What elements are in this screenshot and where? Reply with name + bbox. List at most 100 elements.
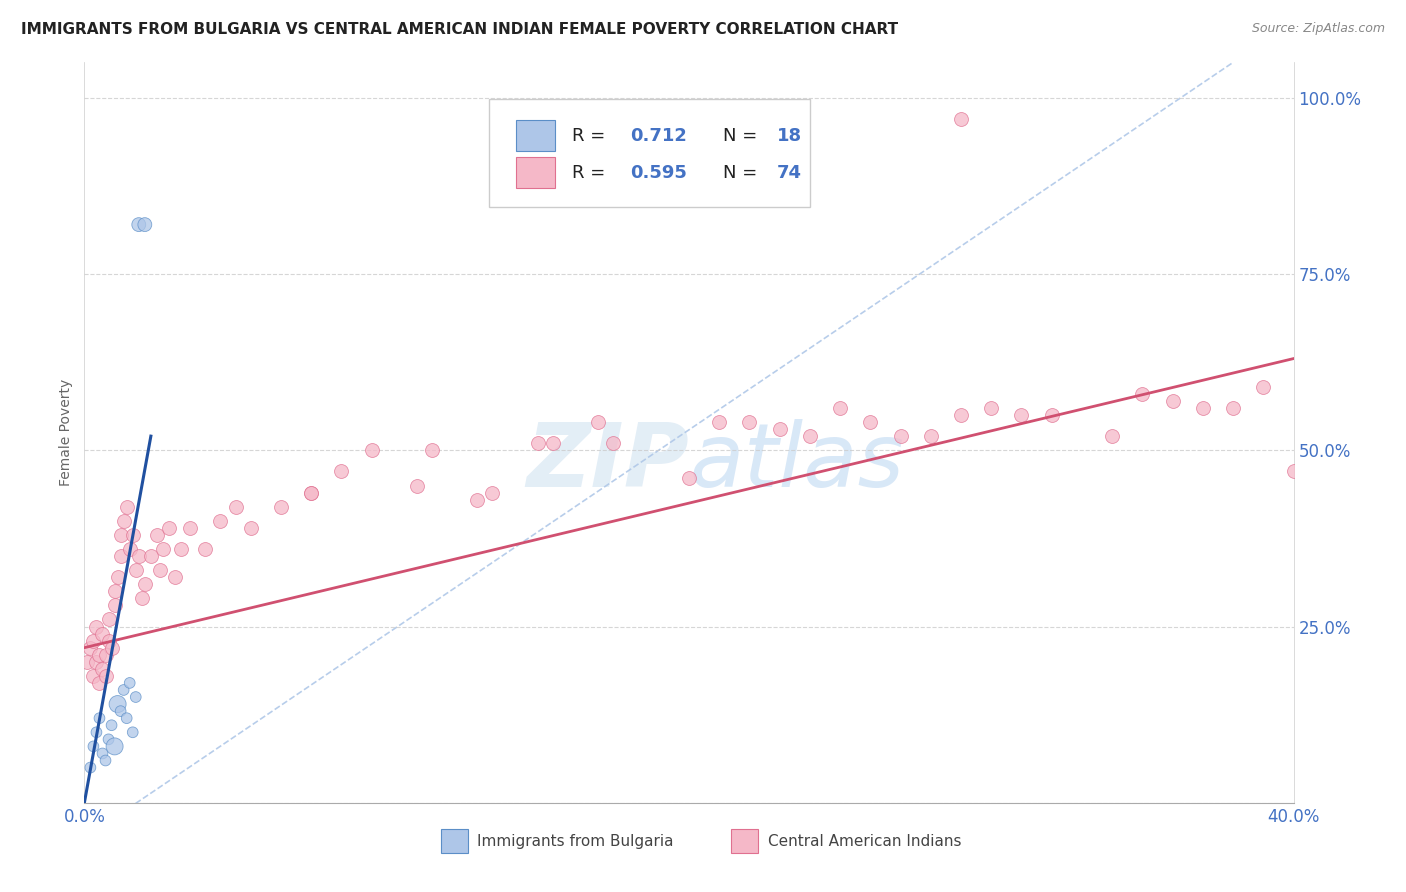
Point: [94, 669, 117, 683]
Text: N =: N =: [723, 127, 763, 145]
Point: [209, 514, 232, 528]
Point: [588, 415, 610, 429]
FancyBboxPatch shape: [489, 99, 810, 207]
Point: [134, 577, 156, 591]
Point: [94, 648, 117, 662]
Point: [830, 401, 852, 415]
Point: [330, 464, 353, 478]
Point: [110, 528, 132, 542]
Point: [602, 436, 624, 450]
Point: [118, 676, 141, 690]
Bar: [441, 830, 468, 853]
Point: [1130, 387, 1153, 401]
Point: [149, 563, 172, 577]
Point: [179, 521, 201, 535]
Point: [139, 549, 162, 563]
Point: [920, 429, 942, 443]
Text: Central American Indians: Central American Indians: [768, 834, 962, 849]
Text: 18: 18: [778, 127, 803, 145]
Text: ZIP: ZIP: [526, 418, 689, 506]
Point: [1253, 380, 1275, 394]
Point: [360, 443, 382, 458]
Point: [950, 408, 973, 422]
Point: [115, 500, 138, 514]
Point: [146, 528, 169, 542]
Point: [97, 633, 120, 648]
Point: [91, 662, 114, 676]
Point: [1161, 393, 1184, 408]
Point: [121, 528, 143, 542]
Point: [86, 725, 108, 739]
Point: [890, 429, 912, 443]
Point: [467, 492, 489, 507]
Point: [769, 422, 792, 436]
Point: [112, 514, 135, 528]
Point: [91, 747, 114, 761]
Point: [100, 640, 122, 655]
Point: [299, 485, 322, 500]
Point: [270, 500, 292, 514]
Text: N =: N =: [723, 164, 763, 182]
Point: [89, 648, 111, 662]
Bar: [516, 157, 555, 188]
Point: [112, 683, 135, 698]
Point: [110, 549, 132, 563]
Point: [194, 541, 217, 556]
Point: [420, 443, 443, 458]
Bar: [731, 830, 758, 853]
Point: [481, 485, 503, 500]
Point: [118, 541, 141, 556]
Point: [86, 619, 108, 633]
Text: Source: ZipAtlas.com: Source: ZipAtlas.com: [1251, 22, 1385, 36]
Point: [152, 541, 174, 556]
Point: [859, 415, 882, 429]
Point: [82, 669, 104, 683]
Point: [89, 711, 111, 725]
Point: [128, 549, 150, 563]
Point: [76, 655, 98, 669]
Text: 0.712: 0.712: [630, 127, 686, 145]
Point: [97, 612, 120, 626]
Point: [94, 754, 117, 768]
Point: [738, 415, 761, 429]
Point: [107, 697, 129, 711]
Point: [541, 436, 564, 450]
Point: [406, 478, 429, 492]
Text: 0.595: 0.595: [630, 164, 686, 182]
Point: [79, 640, 101, 655]
Point: [1040, 408, 1063, 422]
Point: [678, 471, 700, 485]
Point: [950, 112, 973, 126]
Point: [799, 429, 821, 443]
Text: atlas: atlas: [689, 419, 904, 505]
Point: [1192, 401, 1215, 415]
Point: [980, 401, 1002, 415]
Point: [121, 725, 143, 739]
Text: R =: R =: [572, 127, 610, 145]
Point: [239, 521, 262, 535]
Point: [157, 521, 180, 535]
Point: [1222, 401, 1244, 415]
Point: [82, 739, 104, 754]
Point: [110, 704, 132, 718]
Point: [125, 690, 148, 704]
Point: [128, 218, 150, 232]
Point: [125, 563, 148, 577]
Point: [82, 633, 104, 648]
Point: [89, 676, 111, 690]
Point: [100, 718, 122, 732]
Point: [709, 415, 731, 429]
Point: [91, 626, 114, 640]
Y-axis label: Female Poverty: Female Poverty: [59, 379, 73, 486]
Point: [131, 591, 153, 606]
Text: R =: R =: [572, 164, 610, 182]
Text: 74: 74: [778, 164, 803, 182]
Point: [104, 584, 127, 599]
Point: [107, 570, 129, 584]
Point: [527, 436, 550, 450]
Point: [1011, 408, 1033, 422]
Point: [134, 218, 156, 232]
Point: [86, 655, 108, 669]
Point: [104, 739, 127, 754]
Point: [1101, 429, 1123, 443]
